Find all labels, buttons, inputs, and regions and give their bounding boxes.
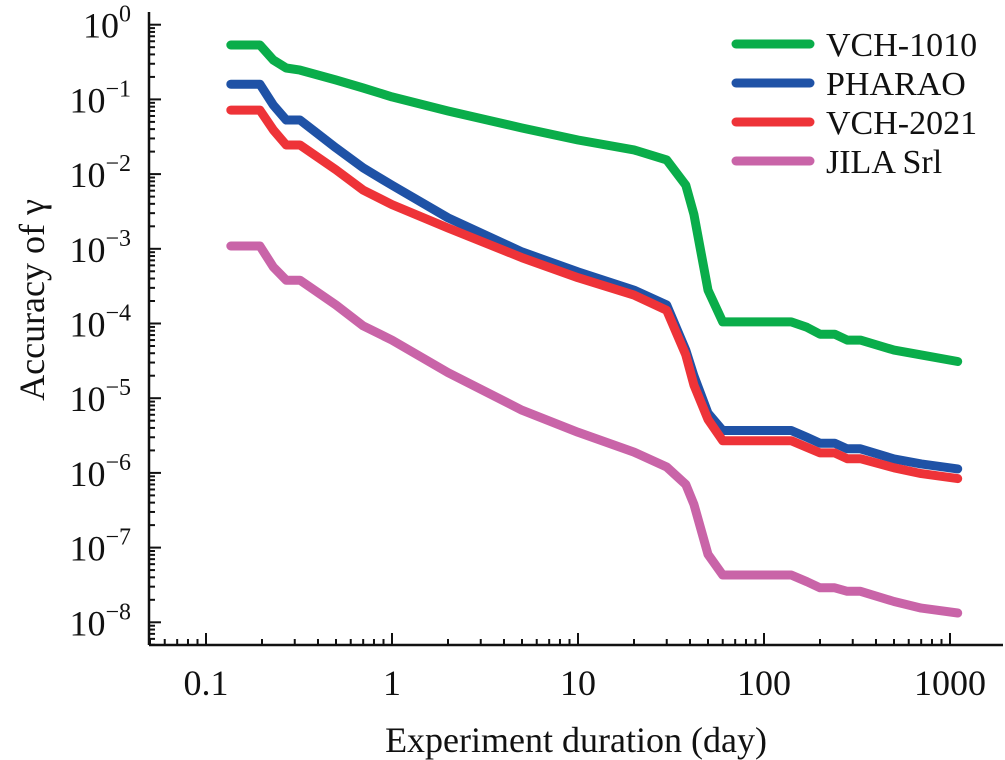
y-tick-label: 10−8 bbox=[69, 599, 131, 643]
x-tick-labels: 0.1 1 10 100 1000 bbox=[184, 663, 987, 703]
y-tick-label: 10−6 bbox=[69, 450, 131, 494]
y-tick-label: 100 bbox=[83, 2, 131, 46]
series-line-jila-srl bbox=[226, 241, 963, 618]
y-tick-label-base: 10 bbox=[69, 529, 105, 569]
legend-item: JILA Srl bbox=[731, 144, 942, 181]
y-tick-label-exponent: −6 bbox=[105, 450, 131, 476]
legend-item: VCH-2021 bbox=[731, 105, 977, 142]
legend-item: PHARAO bbox=[731, 66, 966, 103]
y-tick-label-base: 10 bbox=[69, 603, 105, 643]
legend-item: VCH-1010 bbox=[731, 27, 977, 64]
y-tick-label: 10−4 bbox=[69, 301, 131, 345]
y-tick-label: 10−1 bbox=[69, 76, 131, 120]
legend-label: JILA Srl bbox=[826, 144, 942, 181]
x-axis-title: Experiment duration (day) bbox=[385, 720, 767, 760]
series-line-vch-2021 bbox=[226, 105, 963, 484]
series-line-vch-1010 bbox=[226, 40, 963, 366]
y-tick-label-exponent: −1 bbox=[105, 76, 131, 102]
y-tick-label-base: 10 bbox=[69, 454, 105, 494]
legend-label: VCH-2021 bbox=[826, 105, 977, 142]
y-tick-label: 10−7 bbox=[69, 525, 131, 569]
x-ticks bbox=[149, 633, 951, 645]
y-tick-label-base: 10 bbox=[83, 6, 119, 46]
series-layer bbox=[226, 40, 963, 618]
x-tick-label: 100 bbox=[737, 663, 791, 703]
y-tick-label-exponent: −8 bbox=[105, 599, 131, 625]
y-axis-title: Accuracy of γ bbox=[12, 199, 52, 401]
y-tick-label-exponent: −3 bbox=[105, 226, 131, 252]
legend-label: PHARAO bbox=[826, 66, 966, 103]
x-tick-label: 10 bbox=[560, 663, 596, 703]
y-tick-label-base: 10 bbox=[69, 379, 105, 419]
y-tick-label-exponent: −7 bbox=[105, 525, 131, 551]
y-tick-label: 10−5 bbox=[69, 375, 131, 419]
legend-label: VCH-1010 bbox=[826, 27, 977, 64]
y-tick-label-exponent: −5 bbox=[105, 375, 131, 401]
y-tick-label-base: 10 bbox=[69, 305, 105, 345]
y-tick-label-exponent: 0 bbox=[119, 2, 131, 28]
x-tick-label: 0.1 bbox=[184, 663, 229, 703]
y-tick-label-exponent: −4 bbox=[105, 301, 131, 327]
x-tick-label: 1000 bbox=[914, 663, 986, 703]
y-tick-label: 10−3 bbox=[69, 226, 131, 270]
y-ticks bbox=[149, 23, 161, 646]
y-tick-label-exponent: −2 bbox=[105, 151, 131, 177]
y-tick-label-base: 10 bbox=[69, 155, 105, 195]
y-tick-label-base: 10 bbox=[69, 230, 105, 270]
y-tick-label: 10−2 bbox=[69, 151, 131, 195]
y-tick-label-base: 10 bbox=[69, 80, 105, 120]
x-tick-label: 1 bbox=[383, 663, 401, 703]
